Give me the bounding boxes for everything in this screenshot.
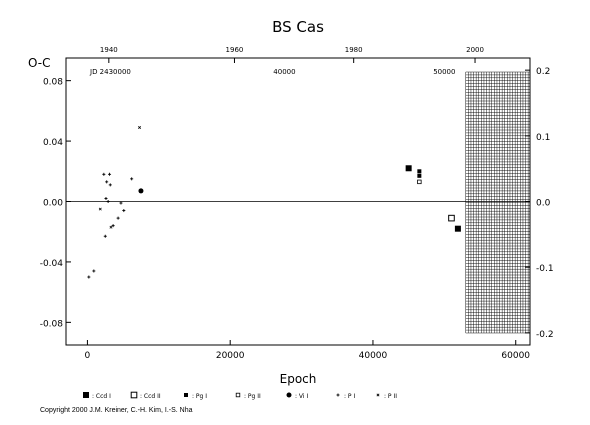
hatched-region [465, 71, 530, 334]
data-point-filled-circle [138, 188, 144, 194]
legend-marker-filled-circle [286, 392, 292, 398]
cross-stroke [109, 225, 113, 229]
data-point-cross [98, 207, 102, 211]
legend-label: : Pg I [192, 393, 207, 400]
data-point-filled-small-square [417, 169, 422, 174]
data-point-open-small-square [417, 179, 422, 185]
data-point-open-square [448, 214, 455, 222]
data-point-plus [122, 209, 126, 213]
copyright-text: Copyright 2000 J.M. Kreiner, C.-H. Kim, … [40, 407, 193, 414]
y-tick-label: 0.00 [43, 199, 63, 209]
data-point-plus [108, 183, 112, 187]
legend-marker-filled-small-square [184, 393, 188, 397]
top-year-label: 1960 [226, 46, 244, 54]
x-tick-label: 60000 [501, 351, 530, 361]
data-point-plus [102, 172, 106, 176]
top-year-label: 2000 [466, 46, 484, 54]
y-tick-label: -0.04 [40, 259, 64, 269]
data-point-filled-small-square [417, 173, 422, 178]
y-tick-label: 0.04 [43, 138, 63, 148]
legend-label: : P II [384, 393, 397, 400]
x-tick-label: 20000 [216, 351, 245, 361]
data-point-plus [87, 275, 91, 279]
data-point-plus [104, 196, 108, 200]
data-point-plus [103, 234, 107, 238]
right-y-tick-label: 0.2 [536, 67, 550, 77]
right-y-tick-label: 0.1 [536, 133, 550, 143]
jd-label: JD 2430000 [89, 68, 131, 76]
data-point-cross [138, 126, 142, 129]
x-tick-label: 0 [85, 351, 91, 361]
data-point-plus [119, 201, 123, 205]
legend-label: : Vi I [295, 393, 308, 400]
right-y-tick-label: 0.0 [536, 199, 551, 209]
y-tick-label: -0.08 [40, 319, 64, 329]
legend: : Ccd I : Ccd II : Pg I : Pg II : Vi I : P I:… [83, 391, 397, 400]
legend-marker-filled-square [83, 392, 89, 398]
legend-marker-open-small-square [235, 392, 241, 398]
top-year-label: 1940 [100, 46, 118, 54]
data-point-plus [111, 224, 115, 228]
data-point-plus [116, 216, 120, 220]
y-axis-label: O-C [28, 56, 51, 70]
data-point-plus [105, 180, 109, 184]
legend-label: : Ccd I [92, 393, 111, 400]
cross-stroke [138, 126, 142, 129]
legend-label: : Pg II [244, 393, 261, 400]
data-point-cross [109, 225, 113, 229]
x-axis-label: Epoch [280, 372, 317, 386]
data-point-plus [130, 177, 134, 181]
chart-title: BS Cas [272, 18, 324, 36]
top-jd-label: 40000 [273, 68, 295, 76]
y-tick-label: 0.08 [43, 78, 63, 88]
cross-stroke [98, 207, 102, 211]
legend-marker-plus [336, 393, 340, 397]
data-point-plus [106, 200, 110, 203]
x-tick-label: 40000 [359, 351, 388, 361]
right-y-tick-label: -0.1 [536, 264, 554, 274]
legend-label: : Ccd II [140, 393, 161, 400]
data-point-plus [108, 172, 112, 176]
data-point-filled-square [405, 165, 412, 172]
legend-label: : P I [344, 393, 355, 400]
cross-stroke [376, 393, 380, 397]
legend-marker-cross [376, 393, 380, 397]
legend-marker-open-square [130, 391, 138, 399]
data-point-plus [92, 269, 96, 273]
right-y-tick-label: -0.2 [536, 330, 554, 340]
top-jd-label: 50000 [433, 68, 455, 76]
data-point-filled-square [454, 225, 461, 232]
top-year-label: 1980 [345, 46, 363, 54]
